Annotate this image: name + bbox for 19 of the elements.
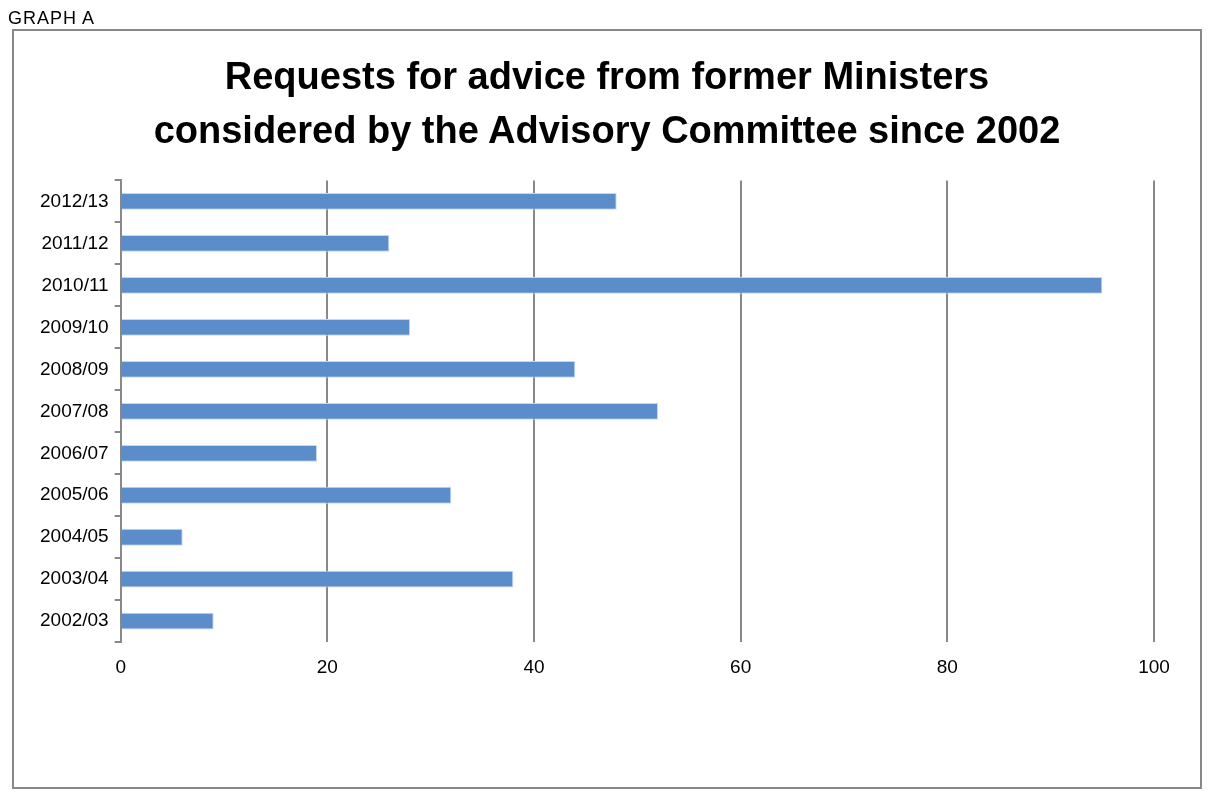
y-tick-label: 2007/08 — [39, 399, 109, 421]
x-tick-label: 80 — [936, 655, 958, 677]
x-tick-label: 0 — [115, 655, 126, 677]
x-tick-label: 100 — [1138, 655, 1170, 677]
y-tick-label: 2002/03 — [39, 609, 109, 631]
y-tick-label: 2009/10 — [39, 315, 109, 337]
y-tick-label: 2010/11 — [41, 273, 109, 295]
text: GRAPH A — [8, 8, 97, 29]
y-tick-label: 2004/05 — [39, 525, 109, 547]
chart-title: Requests for advice from former Ministers considered by the Advisory Committee since 2002 — [152, 54, 1062, 153]
y-tick-label: 2006/07 — [39, 441, 109, 463]
y-tick-label: 2012/13 — [39, 189, 109, 211]
x-tick-label: 60 — [730, 655, 752, 677]
x-tick-label: 40 — [523, 655, 545, 677]
y-tick-label: 2008/09 — [39, 357, 109, 379]
y-tick-label: 2011/12 — [41, 231, 109, 253]
y-tick-label: 2005/06 — [39, 483, 109, 505]
x-tick-label: 20 — [316, 655, 338, 677]
y-tick-label: 2003/04 — [39, 567, 110, 589]
